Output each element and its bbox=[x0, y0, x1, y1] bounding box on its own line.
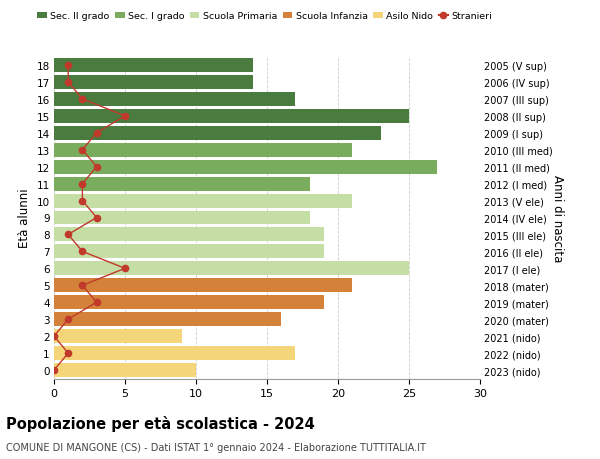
Bar bbox=[54, 245, 324, 259]
Bar bbox=[54, 363, 196, 377]
Y-axis label: Età alunni: Età alunni bbox=[18, 188, 31, 248]
Bar bbox=[54, 330, 182, 343]
Bar bbox=[54, 177, 310, 191]
Bar bbox=[54, 76, 253, 90]
Bar bbox=[54, 279, 352, 292]
Bar bbox=[54, 262, 409, 276]
Bar bbox=[54, 160, 437, 174]
Bar bbox=[54, 127, 380, 140]
Bar bbox=[54, 296, 324, 309]
Bar bbox=[54, 211, 310, 225]
Bar bbox=[54, 313, 281, 326]
Bar bbox=[54, 110, 409, 123]
Bar bbox=[54, 59, 253, 73]
Bar bbox=[54, 194, 352, 208]
Legend: Sec. II grado, Sec. I grado, Scuola Primaria, Scuola Infanzia, Asilo Nido, Stran: Sec. II grado, Sec. I grado, Scuola Prim… bbox=[37, 12, 492, 21]
Text: COMUNE DI MANGONE (CS) - Dati ISTAT 1° gennaio 2024 - Elaborazione TUTTITALIA.IT: COMUNE DI MANGONE (CS) - Dati ISTAT 1° g… bbox=[6, 442, 426, 452]
Bar bbox=[54, 144, 352, 157]
Bar bbox=[54, 93, 295, 106]
Y-axis label: Anni di nascita: Anni di nascita bbox=[551, 174, 564, 262]
Bar bbox=[54, 228, 324, 242]
Bar bbox=[54, 347, 295, 360]
Text: Popolazione per età scolastica - 2024: Popolazione per età scolastica - 2024 bbox=[6, 415, 315, 431]
